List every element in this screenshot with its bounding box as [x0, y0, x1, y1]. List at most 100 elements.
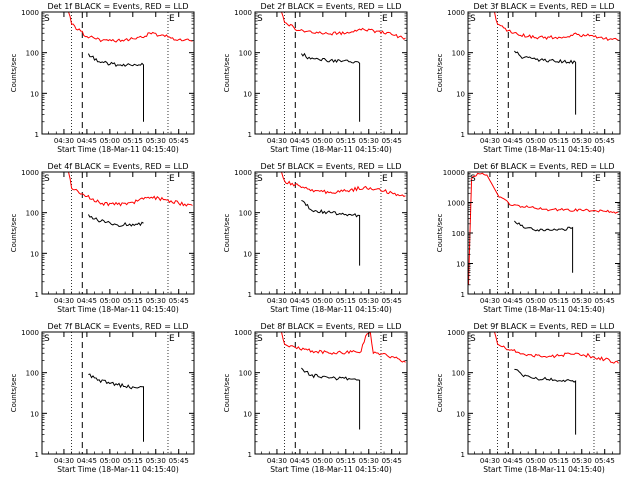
y-tick-label: 1: [461, 291, 465, 299]
start-marker: S: [470, 334, 476, 344]
events-series-line: [514, 50, 577, 115]
x-tick-label: 04:30: [267, 297, 287, 305]
x-tick-label: 05:00: [526, 297, 546, 305]
start-marker: S: [44, 174, 50, 184]
detector-panel: Det 9f BLACK = Events, RED = LLD 1 10 100 10…: [436, 322, 621, 474]
end-marker: E: [382, 14, 388, 24]
lld-series-line: [281, 12, 406, 40]
x-tick-label: 05:30: [572, 457, 592, 465]
x-tick-label: 05:45: [382, 137, 402, 145]
lld-series-line: [494, 12, 619, 42]
panel-title: Det 2f BLACK = Events, RED = LLD: [260, 2, 401, 11]
y-tick-label: 100: [452, 230, 465, 238]
end-marker: E: [169, 174, 175, 184]
y-tick-label: 1000: [21, 329, 39, 337]
panel-title: Det 3f BLACK = Events, RED = LLD: [473, 2, 614, 11]
end-marker: E: [595, 174, 601, 184]
panel-title: Det 1f BLACK = Events, RED = LLD: [47, 2, 188, 11]
x-tick-label: 05:45: [169, 297, 189, 305]
x-tick-label: 05:30: [572, 297, 592, 305]
x-tick-label: 04:30: [480, 297, 500, 305]
y-tick-label: 10: [456, 410, 465, 418]
x-tick-label: 05:30: [359, 457, 379, 465]
x-tick-label: 05:15: [123, 297, 143, 305]
x-tick-label: 05:30: [146, 297, 166, 305]
events-series-line: [514, 220, 574, 273]
x-tick-label: 05:45: [169, 457, 189, 465]
x-tick-label: 05:45: [595, 137, 615, 145]
x-tick-label: 05:45: [595, 297, 615, 305]
y-axis-label: Counts/sec: [436, 54, 444, 93]
x-tick-label: 04:30: [267, 137, 287, 145]
panel-title: Det 6f BLACK = Events, RED = LLD: [473, 162, 614, 171]
end-marker: E: [169, 14, 175, 24]
x-tick-label: 05:30: [359, 297, 379, 305]
plot-frame: [254, 11, 408, 135]
lld-series-line: [68, 172, 193, 207]
y-tick-label: 1: [461, 451, 465, 459]
detector-panel: Det 7f BLACK = Events, RED = LLD 1 10 100 10…: [10, 322, 195, 474]
x-tick-label: 05:30: [572, 137, 592, 145]
x-tick-label: 05:15: [123, 137, 143, 145]
plot-frame: [467, 11, 621, 135]
x-axis-label: Start Time (18-Mar-11 04:15:40): [57, 145, 179, 154]
detector-panel: Det 8f BLACK = Events, RED = LLD 1 10 100 10…: [223, 322, 408, 474]
events-series-line: [87, 53, 144, 122]
y-axis-label: Counts/sec: [436, 214, 444, 253]
y-tick-label: 100: [452, 50, 465, 58]
y-tick-label: 1: [35, 451, 39, 459]
end-marker: E: [382, 334, 388, 344]
y-tick-label: 1000: [21, 169, 39, 177]
y-tick-label: 100: [452, 370, 465, 378]
plot-frame: [41, 171, 195, 295]
x-axis-label: Start Time (18-Mar-11 04:15:40): [483, 465, 605, 474]
y-axis-label: Counts/sec: [223, 374, 231, 413]
detector-panel: Det 2f BLACK = Events, RED = LLD 1 10 100 10…: [223, 2, 408, 154]
y-tick-label: 1: [35, 291, 39, 299]
end-marker: E: [595, 334, 601, 344]
y-tick-label: 1000: [21, 9, 39, 17]
panel-title: Det 9f BLACK = Events, RED = LLD: [473, 322, 614, 331]
x-tick-label: 05:45: [382, 457, 402, 465]
events-series-line: [514, 368, 577, 435]
x-tick-label: 05:15: [549, 457, 569, 465]
detector-panel: Det 6f BLACK = Events, RED = LLD 1 10 100 10…: [436, 162, 621, 314]
x-tick-label: 05:00: [313, 457, 333, 465]
lld-series-line: [281, 172, 406, 197]
lld-series-line: [281, 332, 406, 363]
x-tick-label: 04:45: [290, 137, 310, 145]
y-axis-label: Counts/sec: [10, 214, 18, 253]
x-tick-label: 04:45: [77, 457, 97, 465]
x-axis-label: Start Time (18-Mar-11 04:15:40): [270, 465, 392, 474]
x-tick-label: 04:30: [480, 137, 500, 145]
start-marker: S: [44, 334, 50, 344]
x-tick-label: 05:00: [526, 137, 546, 145]
y-tick-label: 1: [248, 131, 252, 139]
start-marker: S: [470, 174, 476, 184]
lld-series-line: [494, 332, 619, 364]
lld-series-line: [68, 12, 193, 43]
y-axis-label: Counts/sec: [223, 54, 231, 93]
x-tick-label: 05:45: [595, 457, 615, 465]
x-tick-label: 05:15: [336, 457, 356, 465]
y-tick-label: 10: [456, 261, 465, 269]
start-marker: S: [257, 334, 263, 344]
y-tick-label: 100: [26, 50, 39, 58]
start-marker: S: [44, 14, 50, 24]
x-axis-label: Start Time (18-Mar-11 04:15:40): [483, 145, 605, 154]
x-axis-label: Start Time (18-Mar-11 04:15:40): [57, 465, 179, 474]
x-tick-label: 05:45: [169, 137, 189, 145]
x-tick-label: 04:30: [54, 297, 74, 305]
x-tick-label: 04:45: [290, 457, 310, 465]
y-tick-label: 1000: [447, 9, 465, 17]
detector-panel: Det 5f BLACK = Events, RED = LLD 1 10 100 10…: [223, 162, 408, 314]
y-axis-label: Counts/sec: [436, 374, 444, 413]
x-tick-label: 05:30: [146, 137, 166, 145]
y-tick-label: 100: [239, 370, 252, 378]
x-axis-label: Start Time (18-Mar-11 04:15:40): [57, 305, 179, 314]
x-tick-label: 04:30: [54, 137, 74, 145]
x-tick-label: 05:30: [146, 457, 166, 465]
x-tick-label: 05:00: [100, 297, 120, 305]
x-tick-label: 05:00: [313, 297, 333, 305]
